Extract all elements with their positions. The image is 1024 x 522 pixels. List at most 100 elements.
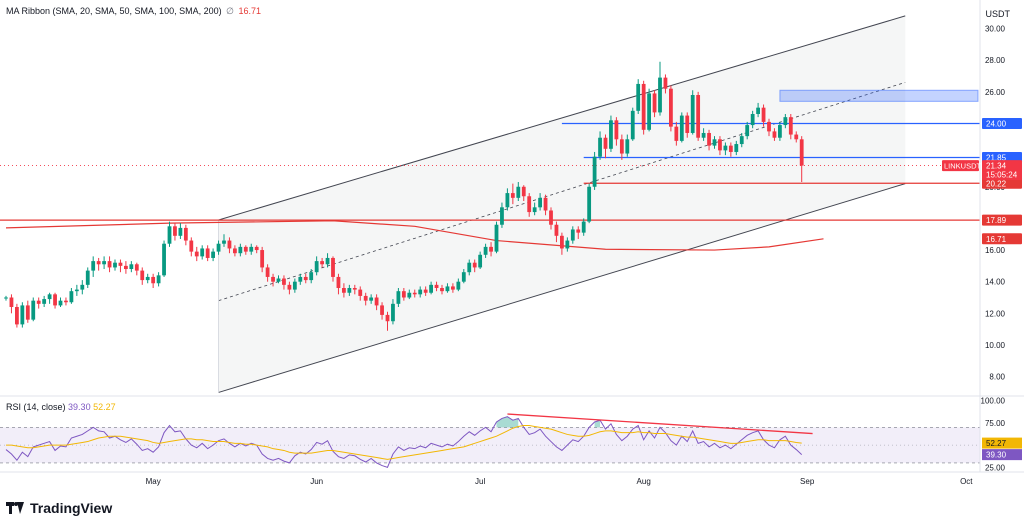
rsi-badge-bg bbox=[982, 449, 1022, 461]
candle-body bbox=[543, 197, 548, 211]
candle-body bbox=[102, 261, 106, 265]
candle bbox=[772, 128, 777, 141]
candle bbox=[85, 267, 90, 289]
candle-body bbox=[756, 107, 760, 114]
candle-body bbox=[178, 227, 183, 236]
candle bbox=[652, 90, 657, 118]
time-tick-oct: Oct bbox=[960, 477, 973, 486]
candle bbox=[336, 273, 341, 295]
candle-body bbox=[472, 262, 477, 268]
candle-body bbox=[374, 297, 379, 306]
candle-body bbox=[134, 264, 139, 271]
candle bbox=[391, 299, 395, 325]
candle-body bbox=[734, 144, 739, 152]
level-badge-24.00: 24.00 bbox=[982, 117, 1022, 129]
rsi-pane[interactable] bbox=[0, 413, 980, 468]
candle-body bbox=[342, 288, 346, 293]
candle-body bbox=[636, 83, 641, 111]
candle bbox=[271, 273, 275, 287]
candle bbox=[788, 113, 793, 140]
candle-body bbox=[690, 95, 695, 133]
candle bbox=[222, 234, 226, 247]
candle-body bbox=[418, 289, 423, 295]
candle-body bbox=[118, 262, 123, 266]
candle-body bbox=[510, 193, 515, 198]
candle bbox=[396, 288, 401, 307]
candle-body bbox=[728, 145, 733, 152]
candle bbox=[140, 267, 145, 285]
candle bbox=[614, 117, 619, 146]
candle-body bbox=[96, 261, 101, 265]
candle-body bbox=[145, 276, 150, 281]
candle bbox=[434, 281, 439, 292]
price-pane[interactable] bbox=[0, 15, 980, 393]
tradingview-logo[interactable]: TradingView bbox=[6, 500, 112, 516]
candle bbox=[320, 257, 324, 268]
candle bbox=[113, 259, 117, 271]
candle-body bbox=[216, 243, 221, 252]
candle bbox=[80, 280, 85, 295]
candle-body bbox=[783, 117, 788, 126]
candle bbox=[249, 243, 254, 255]
candle bbox=[74, 284, 79, 296]
candle-body bbox=[440, 288, 444, 292]
candle bbox=[592, 151, 597, 190]
candle bbox=[385, 311, 390, 331]
candle bbox=[260, 246, 265, 273]
candle bbox=[696, 91, 701, 141]
candle-body bbox=[761, 107, 766, 122]
candle bbox=[734, 140, 739, 156]
last-price-badge-countdown: 15:05:24 bbox=[986, 171, 1018, 180]
candle-body bbox=[630, 110, 635, 140]
candle bbox=[200, 245, 205, 260]
candle bbox=[636, 79, 641, 114]
candle-body bbox=[85, 270, 90, 285]
level-badge-16.71: 16.71 bbox=[982, 233, 1022, 245]
candle bbox=[483, 243, 488, 258]
candle bbox=[418, 286, 423, 298]
candle bbox=[129, 261, 134, 273]
candle bbox=[750, 110, 755, 129]
candle bbox=[679, 112, 684, 143]
resistance-zone bbox=[779, 89, 979, 102]
candle bbox=[194, 246, 199, 262]
candle bbox=[58, 297, 63, 307]
candle-body bbox=[69, 291, 74, 303]
candle-body bbox=[505, 193, 510, 208]
candle bbox=[292, 278, 297, 293]
candle bbox=[625, 134, 630, 157]
candle bbox=[521, 185, 526, 201]
price-tick-label: 30.00 bbox=[985, 25, 1006, 34]
rsi-badge: 39.30 bbox=[982, 449, 1022, 461]
candle-body bbox=[336, 276, 341, 289]
candle-body bbox=[15, 306, 19, 325]
level-badge-24.00-bg bbox=[982, 117, 1022, 129]
level-badge-16.71-text: 16.71 bbox=[986, 235, 1007, 244]
candle bbox=[489, 242, 493, 257]
candle bbox=[31, 297, 36, 322]
candle bbox=[265, 264, 270, 282]
rsi-ma-badge-bg bbox=[982, 437, 1022, 449]
candle bbox=[739, 132, 744, 148]
candle-body bbox=[467, 262, 472, 273]
rsi-ma-badge-text: 52.27 bbox=[986, 439, 1007, 448]
candle-body bbox=[80, 284, 85, 290]
candle bbox=[532, 202, 537, 216]
candle-body bbox=[249, 246, 254, 252]
rsi-label: RSI (14, close) bbox=[6, 402, 66, 412]
level-badge-20.22-bg bbox=[982, 177, 1022, 189]
candle bbox=[282, 275, 286, 290]
candle bbox=[685, 112, 690, 138]
candle bbox=[456, 278, 461, 292]
candle-body bbox=[369, 297, 374, 301]
candle bbox=[794, 131, 799, 143]
currency-label[interactable]: USDT bbox=[985, 9, 1011, 19]
candle-body bbox=[124, 265, 128, 270]
candle bbox=[189, 237, 194, 257]
candle-body bbox=[113, 262, 117, 268]
candle bbox=[352, 284, 357, 295]
candle-body bbox=[538, 197, 542, 208]
candle-body bbox=[576, 229, 581, 233]
candle-body bbox=[309, 272, 314, 281]
